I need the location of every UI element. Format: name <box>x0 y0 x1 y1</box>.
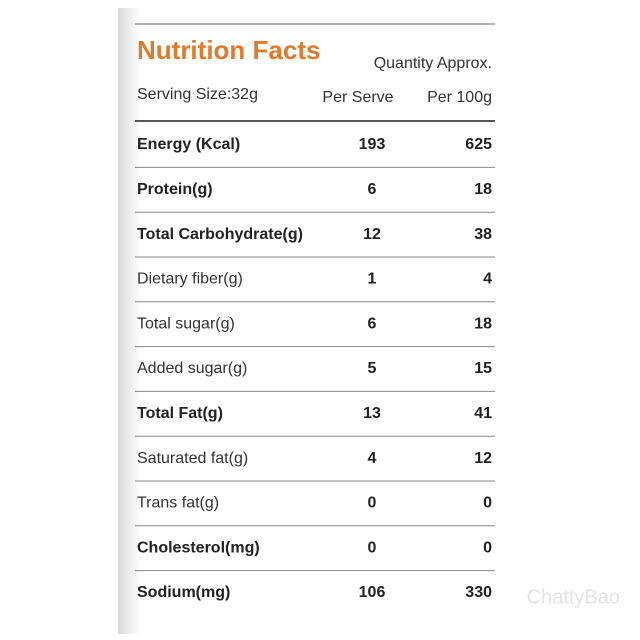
col-header: Per 100g <box>427 89 492 106</box>
per-100g-value: 0 <box>483 495 492 512</box>
watermark: ChattyBao <box>527 586 620 608</box>
per-serve-value: 193 <box>359 136 386 153</box>
per-100g-value: 330 <box>465 584 492 601</box>
per-serve-value: 106 <box>359 584 386 601</box>
nutrient-name: Added sugar(g) <box>137 360 247 377</box>
per-serve-value: 1 <box>368 271 377 288</box>
nutrient-name: Dietary fiber(g) <box>137 271 243 288</box>
title: Nutrition Facts <box>137 35 320 65</box>
per-serve-value: 0 <box>368 539 377 556</box>
per-serve-value: 5 <box>368 360 377 377</box>
per-serve-value: 12 <box>363 226 381 243</box>
nutrient-name: Protein(g) <box>137 181 213 198</box>
col-header: Per Serve <box>322 89 393 106</box>
per-100g-value: 12 <box>474 450 492 467</box>
per-100g-value: 625 <box>465 136 492 153</box>
per-100g-value: 41 <box>474 405 492 422</box>
per-100g-value: 4 <box>483 271 492 288</box>
per-serve-value: 4 <box>368 450 377 467</box>
nutrient-name: Saturated fat(g) <box>137 450 248 467</box>
per-serve-value: 0 <box>368 495 377 512</box>
label-panel <box>118 8 498 634</box>
nutrient-name: Sodium(mg) <box>137 584 230 601</box>
nutrient-name: Cholesterol(mg) <box>137 539 260 556</box>
per-serve-value: 6 <box>368 181 377 198</box>
per-serve-value: 6 <box>368 315 377 332</box>
quantity-note: Quantity Approx. <box>374 55 492 72</box>
serving-size: Serving Size:32g <box>137 86 258 103</box>
per-100g-value: 15 <box>474 360 492 377</box>
per-100g-value: 0 <box>483 539 492 556</box>
per-100g-value: 18 <box>474 315 492 332</box>
per-100g-value: 18 <box>474 181 492 198</box>
per-100g-value: 38 <box>474 226 492 243</box>
nutrient-name: Total Carbohydrate(g) <box>137 226 303 243</box>
label-edge-shade <box>118 8 140 634</box>
per-serve-value: 13 <box>363 405 381 422</box>
nutrient-name: Total Fat(g) <box>137 405 223 422</box>
nutrient-name: Energy (Kcal) <box>137 136 240 153</box>
nutrient-name: Trans fat(g) <box>137 495 219 512</box>
nutrient-name: Total sugar(g) <box>137 315 235 332</box>
